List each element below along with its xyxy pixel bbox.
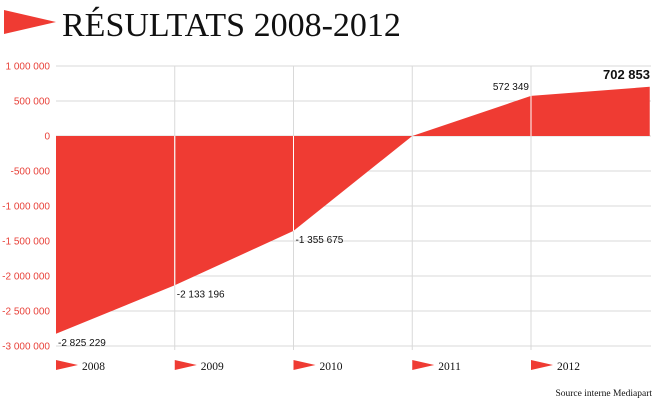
y-axis: 1 000 000 500 000 0 -500 000 -1 000 000 -1 50… — [2, 62, 50, 353]
data-label: -2 133 196 — [177, 289, 225, 300]
year-arrow-icon — [174, 360, 197, 370]
x-tick-label: 2012 — [557, 361, 580, 373]
data-label-last: 702 853 — [603, 67, 650, 82]
y-tick-label: 0 — [44, 132, 50, 143]
data-label: -1 355 675 — [296, 235, 344, 246]
x-tick-label: 2008 — [82, 361, 105, 373]
x-tick-label: 2011 — [438, 361, 461, 373]
y-tick-label: -500 000 — [11, 167, 51, 178]
year-arrow-icon — [56, 360, 78, 370]
year-lines — [174, 66, 532, 350]
title-arrow-icon — [4, 10, 56, 34]
data-label: 572 349 — [493, 82, 530, 93]
year-arrow-icon — [293, 360, 316, 370]
data-label: -2 825 229 — [58, 338, 106, 349]
data-labels: -2 825 229 -2 133 196 -1 355 675 572 349 702… — [58, 67, 650, 349]
x-axis: 2008 2009 2010 2011 2012 — [56, 360, 580, 373]
x-tick-label: 2009 — [201, 361, 224, 373]
x-tick-label: 2010 — [320, 361, 343, 373]
y-tick-label: -1 500 000 — [2, 237, 50, 248]
year-arrow-icon — [531, 360, 553, 370]
y-tick-label: 1 000 000 — [6, 62, 51, 73]
y-tick-label: -2 500 000 — [2, 307, 50, 318]
chart-title: RÉSULTATS 2008-2012 — [62, 7, 401, 44]
y-tick-label: -2 000 000 — [2, 272, 50, 283]
source-note: Source interne Mediapart — [555, 389, 652, 399]
y-tick-label: -3 000 000 — [2, 342, 50, 353]
area-fill — [56, 86, 650, 334]
y-tick-label: 500 000 — [14, 97, 51, 108]
area-series — [56, 86, 650, 334]
year-arrow-icon — [412, 360, 435, 370]
y-tick-label: -1 000 000 — [2, 202, 50, 213]
